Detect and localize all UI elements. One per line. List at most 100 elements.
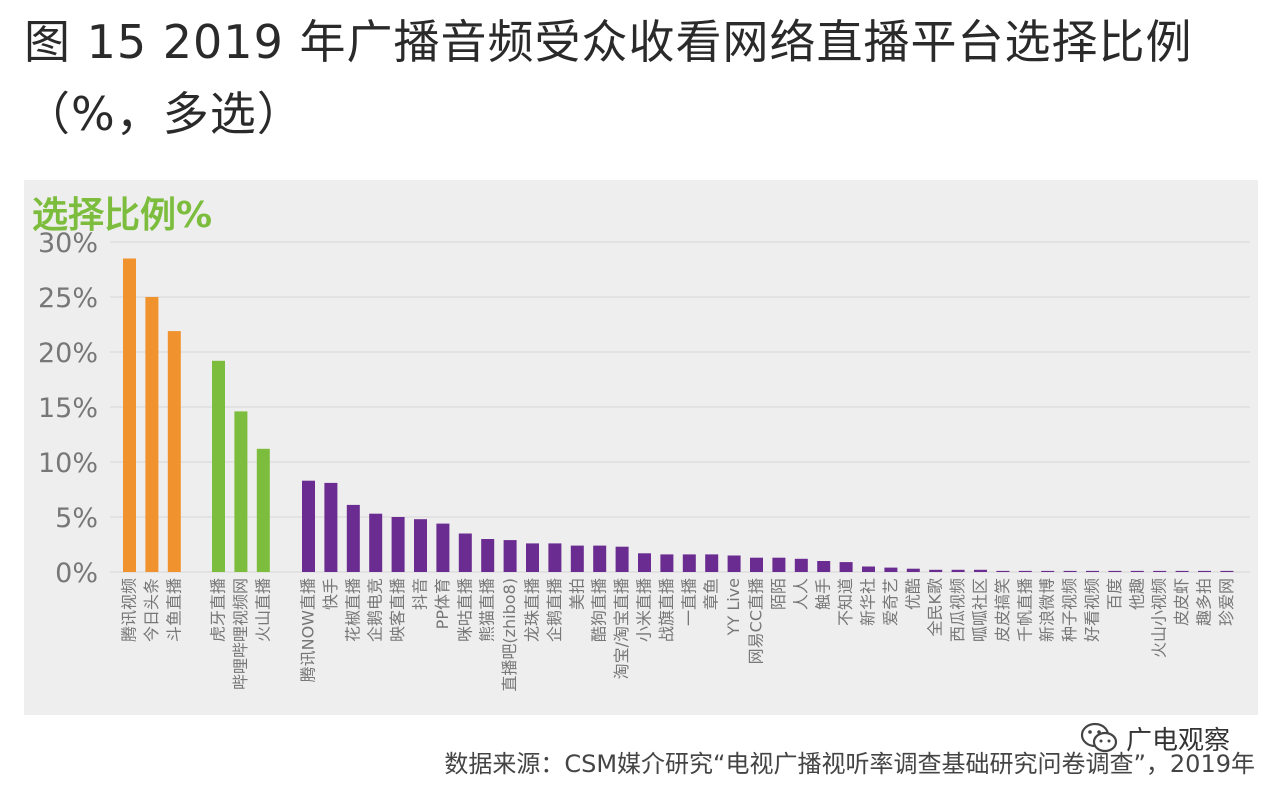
x-tick-label: 优酷	[903, 578, 922, 610]
bar	[772, 557, 786, 572]
bar	[369, 513, 383, 572]
watermark-text: 广电观察	[1126, 725, 1231, 756]
x-tick-label: 珍爱网	[1217, 578, 1236, 626]
x-tick-label: 淘宝/淘宝直播	[612, 578, 631, 679]
x-tick-label: PP体育	[433, 578, 452, 629]
x-tick-label: 不知道	[836, 578, 855, 626]
bar	[436, 523, 450, 572]
bar	[615, 546, 629, 572]
bar	[929, 569, 943, 572]
x-tick-label: 爱奇艺	[881, 578, 900, 626]
x-tick-label: 火山小视频	[1150, 578, 1169, 658]
bar	[1175, 570, 1189, 572]
wechat-icon	[1080, 722, 1118, 753]
x-tick-label: 熊猫直播	[478, 578, 497, 642]
x-tick-label: 腾讯视频	[120, 578, 139, 642]
x-tick-label: 虎牙直播	[209, 578, 228, 642]
bar	[906, 568, 920, 572]
bar	[324, 482, 338, 572]
bar	[1041, 570, 1055, 572]
bar	[145, 297, 159, 572]
x-tick-label: 一直播	[679, 578, 698, 626]
x-tick-label: 种子视频	[1060, 578, 1079, 642]
bar	[346, 504, 360, 572]
bar	[1086, 570, 1099, 572]
bar	[1198, 570, 1211, 572]
x-tick-label: 章鱼	[702, 578, 721, 610]
x-tick-label: 快手	[321, 578, 340, 610]
source-note: 数据来源：CSM媒介研究“电视广播视听率调查基础研究问卷调查”，2019年	[444, 750, 1255, 778]
bar	[302, 480, 315, 572]
x-tick-label: 映客直播	[388, 578, 407, 642]
bar	[503, 540, 517, 572]
bar	[794, 558, 808, 572]
x-tick-label: 斗鱼直播	[164, 578, 183, 642]
x-tick-label: 花椒直播	[343, 578, 362, 642]
bar	[212, 360, 225, 572]
y-tick-label: 30%	[38, 228, 98, 259]
x-tick-label: 陌陌	[769, 578, 788, 610]
bar	[705, 554, 719, 572]
x-tick-label: 新华社	[859, 578, 878, 626]
bar	[996, 570, 1010, 572]
bar	[727, 555, 741, 572]
x-tick-label: 好看视频	[1083, 578, 1102, 642]
x-tick-label: 呱呱社区	[971, 578, 990, 642]
x-tick-label: 腾讯NOW直播	[299, 578, 318, 682]
bar	[593, 545, 607, 572]
x-tick-label: 小米直播	[635, 578, 654, 642]
bar	[414, 519, 427, 572]
x-tick-label: YY Live	[724, 578, 743, 636]
bar	[1018, 570, 1032, 572]
x-tick-label: 皮皮搞笑	[993, 578, 1012, 642]
x-tick-label: 直播吧(zhibo8)	[500, 578, 519, 692]
x-tick-label: 今日头条	[142, 578, 161, 642]
bar	[391, 517, 405, 572]
x-tick-label: 西瓜视频	[948, 578, 967, 642]
bar	[123, 258, 136, 572]
bar	[817, 561, 831, 572]
bar	[526, 543, 539, 572]
bar	[638, 553, 651, 572]
x-tick-label: 酷狗直播	[590, 578, 609, 642]
bar	[682, 554, 696, 572]
x-tick-label: 百度	[1105, 578, 1124, 610]
y-tick-label: 25%	[38, 283, 98, 314]
x-tick-label: 网易CC直播	[747, 578, 766, 664]
x-tick-label: 美拍	[567, 578, 586, 610]
bar	[1130, 570, 1144, 572]
bar	[1063, 570, 1077, 572]
x-tick-label: 全民K歌	[926, 578, 945, 637]
y-tick-label: 5%	[55, 503, 98, 534]
bar	[458, 533, 472, 572]
x-tick-label: 咪咕直播	[455, 578, 474, 642]
x-tick-label: 火山直播	[253, 578, 272, 642]
bar	[481, 539, 495, 572]
x-tick-label: 抖音	[411, 578, 430, 610]
y-tick-label: 10%	[38, 448, 98, 479]
bar	[750, 557, 763, 572]
x-tick-label: 触手	[814, 578, 833, 610]
x-tick-label: 趣多拍	[1195, 578, 1214, 626]
x-tick-label: 人人	[791, 578, 810, 610]
bar	[234, 411, 248, 572]
bar	[1220, 570, 1234, 572]
chart-panel	[24, 180, 1258, 715]
x-tick-label: 千帆直播	[1015, 578, 1034, 642]
page-title: 图 15 2019 年广播音频受众收看网络直播平台选择比例（%，多选）	[24, 15, 1193, 141]
x-tick-label: 企鹅直播	[545, 578, 564, 642]
y-tick-label: 0%	[55, 558, 98, 589]
x-tick-label: 新浪微博	[1038, 578, 1057, 642]
bar	[862, 566, 875, 572]
y-tick-label: 15%	[38, 393, 98, 424]
x-tick-label: 龙珠直播	[523, 578, 542, 642]
bar	[1108, 570, 1122, 572]
y-axis-title: 选择比例%	[32, 195, 213, 236]
watermark: 广电观察	[1080, 718, 1230, 758]
bar	[884, 567, 898, 572]
bar	[839, 562, 853, 572]
bar	[548, 543, 562, 572]
bar	[256, 448, 270, 572]
bar	[660, 554, 674, 572]
